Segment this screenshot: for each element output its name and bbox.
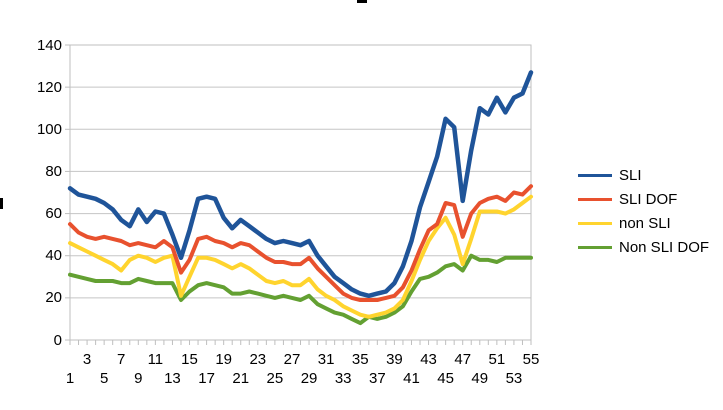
legend-label: SLI DOF <box>619 190 678 208</box>
x-axis-label: 45 <box>437 370 454 387</box>
x-axis-label: 49 <box>471 370 489 387</box>
y-axis-label: 140 <box>36 36 62 54</box>
x-axis-label: 41 <box>403 370 420 387</box>
x-axis-label: 55 <box>522 351 540 368</box>
legend-label: SLI <box>619 166 642 184</box>
x-axis-label: 11 <box>147 351 164 368</box>
x-axis-label: 37 <box>368 370 386 387</box>
x-axis-label: 13 <box>164 370 181 387</box>
x-axis-label: 31 <box>317 351 335 368</box>
x-axis-label: 15 <box>181 351 198 368</box>
x-axis-label: 9 <box>134 370 143 387</box>
legend-item-sli-dof[interactable]: SLI DOF <box>578 187 709 211</box>
x-axis-label: 19 <box>215 351 232 368</box>
x-axis-label: 43 <box>420 351 437 368</box>
y-axis-label: 100 <box>36 120 62 138</box>
x-axis-label: 3 <box>82 351 92 368</box>
y-axis-label: 120 <box>36 78 62 96</box>
series-line-non-sli-dof <box>68 253 533 326</box>
legend: SLI SLI DOF non SLI Non SLI DOF <box>578 163 709 259</box>
plot-border <box>69 44 532 341</box>
clipped-y-axis-title-fragment <box>0 198 3 209</box>
legend-label: non SLI <box>619 214 671 232</box>
x-axis-label: 29 <box>300 370 318 387</box>
legend-item-sli[interactable]: SLI <box>578 163 709 187</box>
x-axis-label: 51 <box>488 351 506 368</box>
y-axis-label: 80 <box>45 162 62 180</box>
clipped-chart-title-fragment <box>357 0 367 3</box>
y-axis-label: 0 <box>53 331 62 349</box>
x-axis-label: 35 <box>351 351 369 368</box>
legend-line-swatch <box>578 173 612 177</box>
legend-line-swatch <box>578 245 612 249</box>
legend-item-non-sli-dof[interactable]: Non SLI DOF <box>578 235 709 259</box>
y-axis-label: 20 <box>45 289 62 307</box>
x-axis-label: 39 <box>386 351 403 368</box>
series-line-sli <box>67 70 534 299</box>
x-axis-label: 23 <box>249 351 267 368</box>
x-axis-label: 21 <box>232 370 250 387</box>
legend-line-swatch <box>578 221 612 225</box>
x-axis-label: 33 <box>334 370 352 387</box>
legend-label: Non SLI DOF <box>619 238 710 256</box>
x-axis-label: 27 <box>283 351 301 368</box>
y-axis-label: 60 <box>45 205 62 223</box>
x-axis-label: 47 <box>454 351 472 368</box>
x-axis-label: 7 <box>117 351 126 368</box>
x-axis-label: 25 <box>266 370 284 387</box>
y-axis-label: 40 <box>45 247 62 265</box>
series-line-sli-dof <box>68 184 533 302</box>
x-axis-label: 1 <box>65 370 75 387</box>
x-axis-label: 5 <box>99 370 109 387</box>
x-axis-label: 53 <box>505 370 523 387</box>
legend-item-non-sli[interactable]: non SLI <box>578 211 709 235</box>
series-line-non-sli <box>68 194 533 319</box>
x-axis-label: 17 <box>198 370 215 387</box>
legend-line-swatch <box>578 197 612 201</box>
